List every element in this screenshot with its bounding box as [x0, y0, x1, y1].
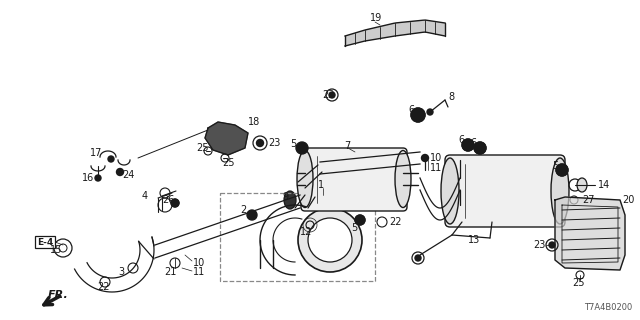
Text: 8: 8: [448, 92, 454, 102]
Text: 13: 13: [468, 235, 480, 245]
Text: 4: 4: [142, 191, 148, 201]
Text: 23: 23: [533, 240, 545, 250]
Circle shape: [171, 199, 179, 207]
Text: 21: 21: [164, 267, 177, 277]
Circle shape: [422, 155, 429, 162]
Text: 5: 5: [290, 139, 296, 149]
Text: 11: 11: [430, 163, 442, 173]
Circle shape: [462, 139, 474, 151]
Text: 22: 22: [389, 217, 401, 227]
Text: 6: 6: [458, 135, 464, 145]
Circle shape: [427, 109, 433, 115]
Circle shape: [247, 210, 257, 220]
Text: 3: 3: [118, 267, 124, 277]
Text: FR.: FR.: [47, 290, 68, 300]
Ellipse shape: [395, 150, 411, 207]
Text: 2: 2: [240, 205, 246, 215]
Text: 5: 5: [351, 223, 357, 233]
Text: 6: 6: [408, 105, 414, 115]
Bar: [220, 193, 375, 281]
Circle shape: [95, 175, 101, 181]
Text: 16: 16: [82, 173, 94, 183]
Text: 11: 11: [193, 267, 205, 277]
Polygon shape: [345, 20, 445, 46]
Text: T7A4B0200: T7A4B0200: [584, 303, 632, 312]
Text: E-4: E-4: [37, 237, 53, 246]
Text: 6: 6: [470, 138, 476, 148]
Text: 10: 10: [193, 258, 205, 268]
Text: 23: 23: [268, 138, 280, 148]
Text: 5: 5: [552, 161, 558, 171]
Circle shape: [355, 215, 365, 225]
Circle shape: [415, 255, 421, 261]
Text: 14: 14: [598, 180, 611, 190]
Ellipse shape: [297, 150, 313, 207]
FancyBboxPatch shape: [301, 148, 407, 211]
Text: 18: 18: [248, 117, 260, 127]
Ellipse shape: [577, 178, 587, 192]
Circle shape: [257, 140, 264, 147]
Text: 17: 17: [90, 148, 102, 158]
Text: 7: 7: [344, 141, 350, 151]
Text: 1: 1: [318, 180, 324, 190]
Circle shape: [556, 164, 568, 176]
Text: 24: 24: [122, 170, 134, 180]
Text: 25: 25: [196, 143, 209, 153]
Text: 27: 27: [582, 195, 595, 205]
Text: 10: 10: [430, 153, 442, 163]
Ellipse shape: [441, 158, 459, 224]
Circle shape: [411, 108, 425, 122]
FancyBboxPatch shape: [445, 155, 565, 227]
Circle shape: [116, 169, 124, 175]
Circle shape: [298, 208, 362, 272]
Ellipse shape: [284, 191, 296, 209]
Circle shape: [108, 156, 114, 162]
Circle shape: [296, 142, 308, 154]
Text: 25: 25: [222, 158, 234, 168]
Circle shape: [308, 218, 352, 262]
Text: 25: 25: [572, 278, 584, 288]
Circle shape: [549, 242, 555, 248]
Ellipse shape: [551, 158, 569, 224]
Polygon shape: [555, 197, 625, 270]
Text: 15: 15: [50, 245, 62, 255]
Text: 22: 22: [97, 282, 109, 292]
Polygon shape: [205, 122, 248, 155]
Text: 26: 26: [162, 195, 174, 205]
Circle shape: [329, 92, 335, 98]
Text: 19: 19: [370, 13, 382, 23]
Text: 23: 23: [322, 90, 334, 100]
Circle shape: [474, 142, 486, 154]
Text: 20: 20: [622, 195, 634, 205]
Text: 9: 9: [282, 192, 288, 202]
Text: 12: 12: [300, 227, 312, 237]
